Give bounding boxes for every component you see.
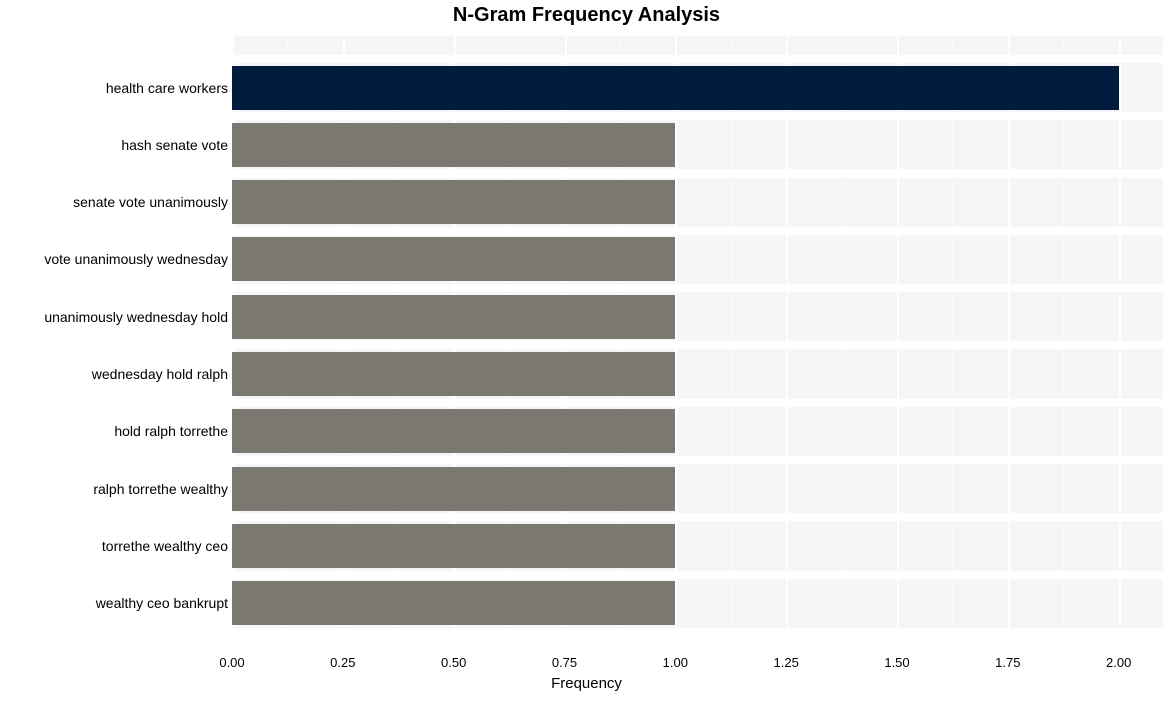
- x-tick-label: 0.50: [441, 655, 466, 670]
- grid-line-minor: [1063, 36, 1064, 649]
- y-tick-label: hash senate vote: [121, 137, 228, 153]
- grid-line-minor: [842, 36, 843, 649]
- panel-row-gap: [232, 284, 1163, 292]
- plot-area: [232, 36, 1163, 649]
- grid-line-major: [786, 36, 788, 649]
- ngram-frequency-chart: N-Gram Frequency Analysis health care wo…: [0, 0, 1173, 701]
- panel-row-gap: [232, 112, 1163, 120]
- bar: [232, 180, 675, 224]
- y-tick-label: hold ralph torrethe: [114, 423, 228, 439]
- y-tick-label: unanimously wednesday hold: [44, 309, 228, 325]
- bar: [232, 581, 675, 625]
- x-tick-label: 1.00: [663, 655, 688, 670]
- grid-line-major: [1008, 36, 1010, 649]
- bar: [232, 524, 675, 568]
- bar: [232, 295, 675, 339]
- bar: [232, 66, 1119, 110]
- y-tick-label: wednesday hold ralph: [92, 366, 228, 382]
- panel-row-gap: [232, 227, 1163, 235]
- x-tick-label: 0.00: [219, 655, 244, 670]
- x-tick-label: 0.75: [552, 655, 577, 670]
- panel-row-gap: [232, 169, 1163, 177]
- x-tick-label: 1.50: [884, 655, 909, 670]
- bar: [232, 352, 675, 396]
- y-tick-label: vote unanimously wednesday: [44, 251, 228, 267]
- panel-row-gap: [232, 341, 1163, 349]
- grid-line-major: [1119, 36, 1121, 649]
- x-tick-label: 0.25: [330, 655, 355, 670]
- panel-row-gap: [232, 571, 1163, 579]
- y-tick-label: wealthy ceo bankrupt: [96, 595, 228, 611]
- panel-row-band: [232, 36, 1163, 55]
- panel-row-gap: [232, 513, 1163, 521]
- grid-line-major: [675, 36, 677, 649]
- x-tick-label: 1.75: [995, 655, 1020, 670]
- bar: [232, 237, 675, 281]
- panel-row-gap: [232, 55, 1163, 63]
- grid-line-major: [897, 36, 899, 649]
- y-tick-label: torrethe wealthy ceo: [102, 538, 228, 554]
- bar: [232, 123, 675, 167]
- x-tick-label: 1.25: [774, 655, 799, 670]
- grid-line-minor: [952, 36, 953, 649]
- y-tick-label: ralph torrethe wealthy: [93, 481, 228, 497]
- panel-row-gap: [232, 456, 1163, 464]
- x-axis-title: Frequency: [0, 675, 1173, 692]
- y-tick-label: health care workers: [106, 80, 228, 96]
- bar: [232, 409, 675, 453]
- grid-line-minor: [731, 36, 732, 649]
- panel-row-gap: [232, 628, 1163, 636]
- x-tick-label: 2.00: [1106, 655, 1131, 670]
- y-tick-label: senate vote unanimously: [73, 194, 228, 210]
- chart-title: N-Gram Frequency Analysis: [0, 4, 1173, 27]
- bar: [232, 467, 675, 511]
- panel-row-gap: [232, 399, 1163, 407]
